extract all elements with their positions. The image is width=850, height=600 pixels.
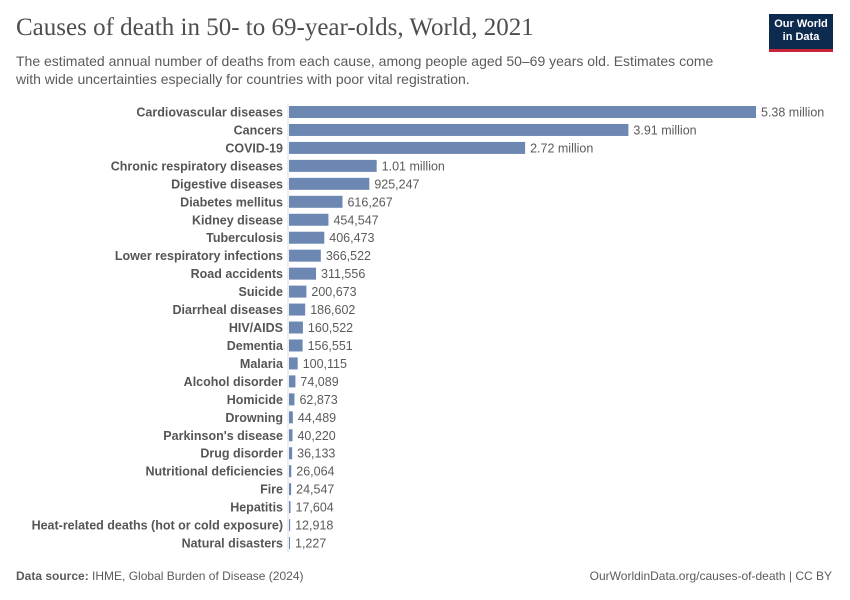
value-label: 186,602 — [310, 303, 355, 317]
bar[interactable] — [289, 303, 306, 316]
category-label: Diabetes mellitus — [180, 195, 283, 209]
footer-url[interactable]: OurWorldinData.org/causes-of-death | CC … — [589, 569, 832, 583]
value-label: 2.72 million — [530, 141, 593, 155]
category-label: Cancers — [234, 123, 283, 137]
value-label: 1,227 — [295, 537, 326, 551]
source-link[interactable]: IHME, Global Burden of Disease (2024) — [92, 569, 304, 583]
value-label: 3.91 million — [633, 123, 696, 137]
value-label: 925,247 — [374, 177, 419, 191]
source-label: Data source: — [16, 569, 89, 583]
value-label: 100,115 — [303, 357, 347, 371]
value-label: 156,551 — [308, 339, 353, 353]
bar[interactable] — [289, 447, 293, 460]
category-label: Drug disorder — [200, 447, 283, 461]
category-label: Kidney disease — [192, 213, 283, 227]
category-label: Chronic respiratory diseases — [111, 159, 283, 173]
category-label: Hepatitis — [230, 501, 283, 515]
bar[interactable] — [289, 106, 756, 118]
category-label: Heat-related deaths (hot or cold exposur… — [32, 519, 283, 533]
category-label: Dementia — [227, 339, 284, 353]
value-label: 200,673 — [311, 285, 356, 299]
bar[interactable] — [289, 321, 303, 334]
bar[interactable] — [289, 231, 325, 244]
value-label: 160,522 — [308, 321, 353, 335]
category-label: Road accidents — [191, 267, 283, 281]
bar[interactable] — [289, 483, 292, 496]
category-label: HIV/AIDS — [229, 321, 283, 335]
chart-subtitle: The estimated annual number of deaths fr… — [16, 53, 714, 87]
bar[interactable] — [289, 429, 293, 442]
value-label: 616,267 — [347, 195, 392, 209]
bar-chart: Cardiovascular diseases 5.38 million Cance… — [32, 104, 824, 552]
chart-title: Causes of death in 50- to 69-year-olds, … — [16, 14, 534, 41]
value-label: 26,064 — [296, 465, 334, 479]
category-label: Alcohol disorder — [184, 375, 283, 389]
value-label: 24,547 — [296, 483, 334, 497]
value-label: 454,547 — [333, 213, 378, 227]
category-label: COVID-19 — [225, 141, 283, 155]
bar[interactable] — [289, 249, 321, 262]
category-label: Fire — [260, 483, 283, 497]
bar[interactable] — [289, 537, 290, 550]
value-label: 12,918 — [295, 519, 333, 533]
bar[interactable] — [289, 501, 291, 514]
data-source: Data source: IHME, Global Burden of Dise… — [16, 569, 303, 583]
bar[interactable] — [289, 465, 292, 478]
value-label: 44,489 — [298, 411, 336, 425]
bar[interactable] — [289, 339, 303, 352]
bar[interactable] — [289, 177, 370, 190]
bar[interactable] — [289, 213, 329, 226]
bar[interactable] — [289, 357, 298, 370]
category-label: Suicide — [239, 285, 284, 299]
value-label: 36,133 — [297, 447, 335, 461]
value-label: 62,873 — [299, 393, 337, 407]
bar[interactable] — [289, 519, 291, 532]
bar[interactable] — [289, 123, 629, 136]
owid-logo[interactable]: Our World in Data — [769, 14, 833, 52]
category-label: Lower respiratory infections — [115, 249, 283, 263]
bar[interactable] — [289, 267, 317, 280]
category-label: Diarrheal diseases — [173, 303, 284, 317]
value-label: 366,522 — [326, 249, 371, 263]
category-label: Drowning — [225, 411, 283, 425]
value-label: 74,089 — [300, 375, 338, 389]
bar[interactable] — [289, 159, 377, 172]
bar[interactable] — [289, 285, 307, 298]
category-label: Malaria — [240, 357, 284, 371]
bar[interactable] — [289, 411, 293, 424]
value-label: 40,220 — [297, 429, 335, 443]
category-label: Homicide — [227, 393, 283, 407]
category-label: Nutritional deficiencies — [145, 465, 283, 479]
value-label: 5.38 million — [761, 106, 824, 120]
category-label: Tuberculosis — [206, 231, 283, 245]
category-label: Digestive diseases — [171, 177, 283, 191]
bar[interactable] — [289, 393, 295, 406]
bar[interactable] — [289, 141, 526, 154]
value-label: 406,473 — [329, 231, 374, 245]
value-label: 311,556 — [321, 267, 365, 281]
category-label: Parkinson's disease — [163, 429, 283, 443]
bar[interactable] — [289, 375, 296, 388]
category-label: Cardiovascular diseases — [136, 106, 283, 120]
value-label: 17,604 — [296, 501, 334, 515]
value-label: 1.01 million — [382, 159, 445, 173]
category-label: Natural disasters — [182, 537, 283, 551]
bar[interactable] — [289, 195, 343, 208]
